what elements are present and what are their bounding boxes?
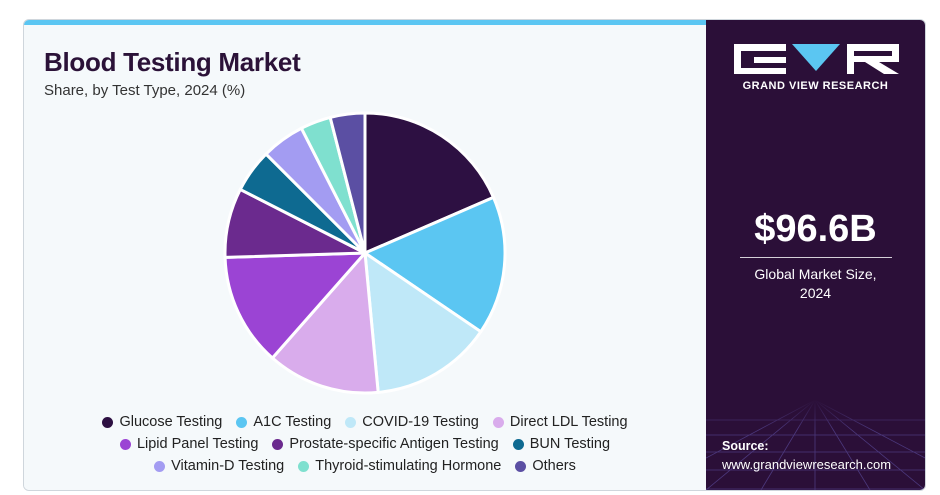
legend-label: Direct LDL Testing	[509, 414, 628, 430]
legend-swatch	[515, 460, 527, 472]
sidebar-panel: GRAND VIEW RESEARCH $96.6B Global Market…	[706, 20, 925, 490]
legend-swatch	[492, 416, 504, 428]
legend-item: Thyroid-stimulating Hormone	[298, 458, 501, 474]
legend-label: Glucose Testing	[119, 414, 223, 430]
legend-swatch	[345, 416, 357, 428]
brand-name: GRAND VIEW RESEARCH	[742, 80, 889, 92]
legend-swatch	[298, 460, 310, 472]
legend-item: Prostate-specific Antigen Testing	[272, 436, 499, 452]
legend-label: Others	[532, 458, 576, 474]
legend-swatch	[272, 438, 284, 450]
legend-label: BUN Testing	[529, 436, 611, 452]
source-label: Source:	[722, 439, 769, 453]
grid-decoration	[706, 400, 925, 490]
pie-slice-direct-ldl-testing	[270, 251, 380, 395]
legend-item: Direct LDL Testing	[492, 414, 628, 430]
market-size-label-line2: 2024	[799, 285, 832, 301]
legend-item: Vitamin-D Testing	[154, 458, 284, 474]
chart-panel: Blood Testing Market Share, by Test Type…	[24, 25, 706, 490]
pie-chart	[223, 111, 507, 395]
pie-slice-lipid-panel-testing	[223, 251, 367, 360]
chart-card: Blood Testing Market Share, by Test Type…	[23, 19, 926, 491]
legend-label: Lipid Panel Testing	[136, 436, 259, 452]
legend-item: A1C Testing	[236, 414, 331, 430]
legend-label: A1C Testing	[253, 414, 332, 430]
legend-item: Others	[515, 458, 576, 474]
chart-subtitle: Share, by Test Type, 2024 (%)	[44, 82, 246, 99]
legend-label: Thyroid-stimulating Hormone	[315, 458, 502, 474]
legend-label: Prostate-specific Antigen Testing	[289, 436, 499, 452]
accent-bar	[24, 20, 706, 25]
legend-swatch	[512, 438, 524, 450]
grand-view-research-logo	[734, 44, 899, 74]
legend-row: Lipid Panel Testing Prostate-specific Ant…	[24, 433, 706, 455]
pie-slice-others	[328, 111, 367, 255]
chart-title: Blood Testing Market	[44, 47, 301, 77]
legend-row: Glucose Testing A1C Testing COVID-19 Testi…	[24, 411, 706, 433]
legend-item: COVID-19 Testing	[345, 414, 479, 430]
market-size-label: Global Market Size, 2024	[706, 265, 925, 303]
pie-slice-covid-19-testing	[363, 251, 483, 394]
legend-row: Vitamin-D Testing Thyroid-stimulating Hor…	[24, 455, 706, 477]
market-size-label-line1: Global Market Size,	[754, 266, 877, 282]
legend-swatch	[119, 438, 131, 450]
legend-swatch	[102, 416, 114, 428]
legend-swatch	[236, 416, 248, 428]
legend-label: COVID-19 Testing	[362, 414, 479, 430]
chart-legend: Glucose Testing A1C Testing COVID-19 Testi…	[24, 411, 706, 477]
legend-swatch	[154, 460, 166, 472]
source-link[interactable]: www.grandviewresearch.com	[722, 457, 892, 472]
pie-slice-a1c-testing	[363, 195, 507, 334]
legend-item: Lipid Panel Testing	[119, 436, 259, 452]
market-size-value: $96.6B	[754, 208, 877, 250]
pie-slice-glucose-testing	[363, 111, 495, 255]
legend-item: BUN Testing	[512, 436, 611, 452]
legend-item: Glucose Testing	[102, 414, 222, 430]
legend-label: Vitamin-D Testing	[171, 458, 285, 474]
value-divider	[740, 257, 892, 258]
